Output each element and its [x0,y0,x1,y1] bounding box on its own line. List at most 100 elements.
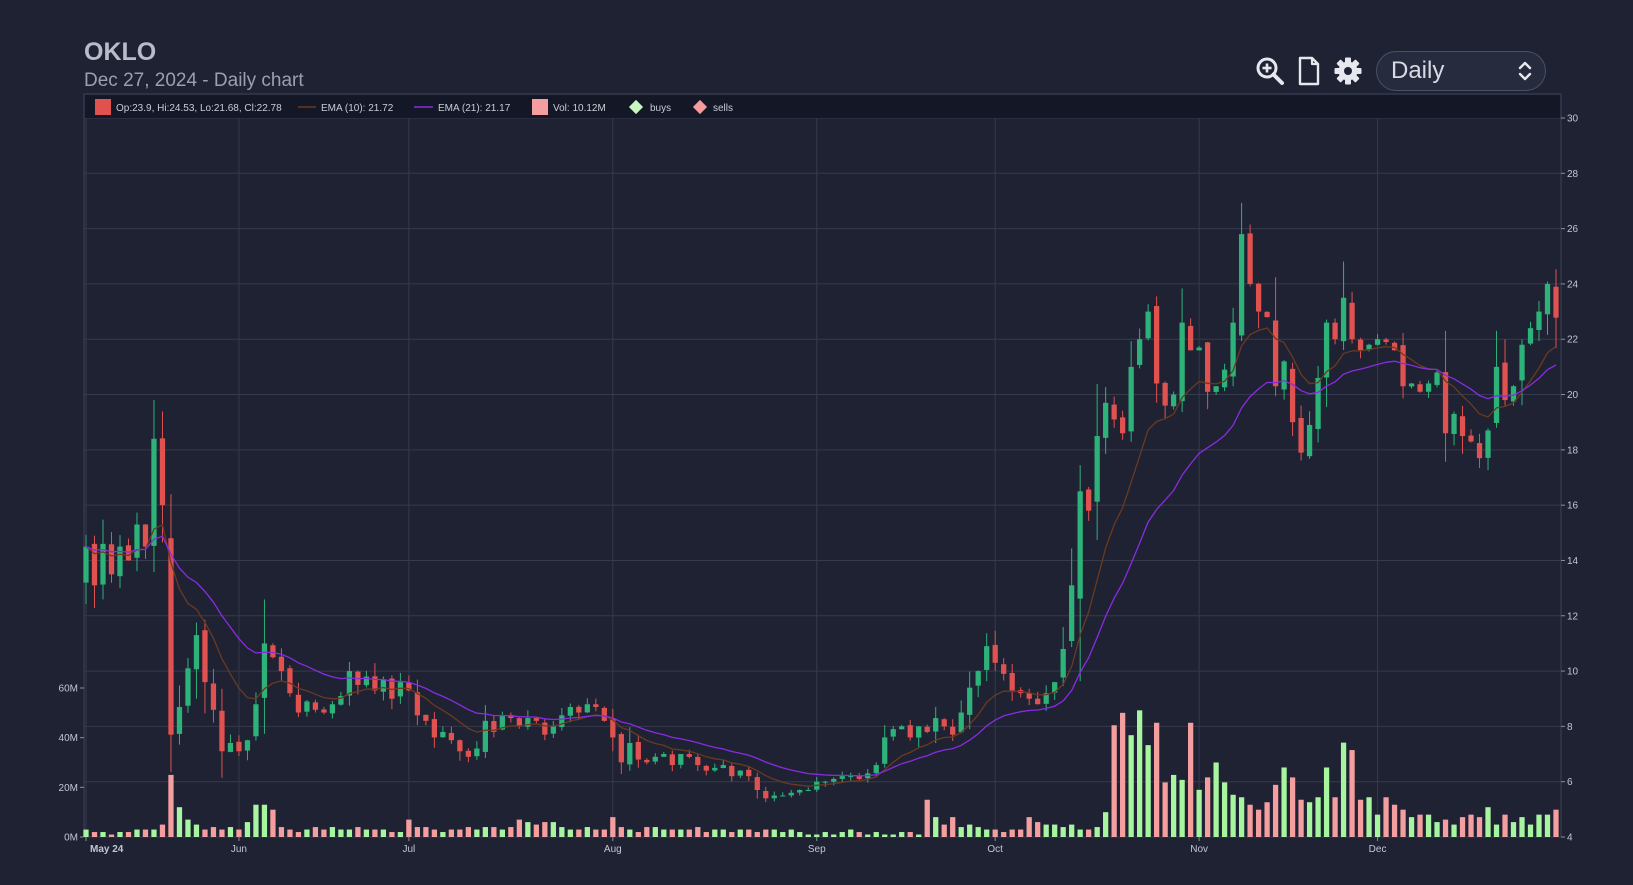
candle-body [933,718,939,732]
price-candles [83,202,1559,803]
volume-bar [924,799,930,837]
candle-body [1289,368,1296,423]
volume-bar [550,822,556,837]
volume-bar [1451,824,1457,837]
legend-volume-swatch [532,99,548,115]
volume-bar [754,832,760,837]
candle-body [1281,361,1287,390]
candle-body [610,718,616,738]
candle-body [1434,372,1440,385]
candle-body [1451,413,1457,435]
price-tick-label: 18 [1567,445,1579,456]
candle-body [1349,302,1355,340]
volume-bar [1349,750,1355,837]
volume-bar [202,829,208,837]
candle-body [244,740,251,751]
volume-bar [380,829,387,837]
volume-bar [737,829,743,837]
volume-bar [890,834,896,837]
candle-body [1137,339,1143,365]
candle-body [695,756,701,766]
candle-body [168,538,174,735]
volume-bar [559,827,565,837]
candle-body [270,645,276,658]
price-tick-label: 16 [1567,501,1579,512]
zoom-in-button[interactable] [1255,55,1285,87]
export-document-button[interactable] [1294,55,1324,87]
candle-body [950,726,956,735]
volume-bar [848,829,854,837]
candle-body [414,692,421,716]
candle-body [1459,416,1466,437]
candle-body [465,750,472,757]
price-tick-label: 4 [1567,833,1573,844]
volume-bar [287,829,293,837]
volume-bar [1026,817,1032,837]
settings-button[interactable] [1333,55,1363,87]
volume-bar [1306,802,1313,837]
candle-body [1442,372,1449,434]
candle-body [1043,693,1049,704]
volume-bar [329,827,336,837]
volume-bar [210,827,217,837]
price-tick-label: 30 [1567,114,1579,125]
volume-bar [1357,799,1364,837]
volume-bar [771,829,777,837]
interval-select[interactable]: Daily [1376,51,1546,91]
candle-body [108,544,115,575]
candle-body [805,789,811,791]
candle-body [1264,311,1270,318]
volume-bar [1009,829,1015,837]
price-tick-label: 26 [1567,224,1579,235]
volume-bar [465,827,472,837]
axis-labels: 4 6 8 10 12 14 16 18 20 22 24 26 28 30 0M 20M 40M 60M May … [59,114,1579,856]
document-icon [1298,56,1320,86]
candle-body [542,722,548,735]
volume-bar [1060,827,1066,837]
volume-bar [678,829,684,837]
volume-bar [746,829,752,837]
volume-bar [899,832,905,837]
candle-body [780,795,786,797]
candle-body [151,438,157,546]
ema10-line [85,327,1557,787]
volume-bar [397,832,404,837]
candle-body [372,676,378,691]
candle-body [304,701,310,712]
volume-bar [729,832,735,837]
candle-body [856,776,862,779]
legend-buys: buys [650,103,671,114]
candle-body [1128,366,1134,432]
candle-body [397,682,404,697]
volume-bar [601,829,607,837]
candle-body [797,789,803,793]
volume-bar [1247,804,1253,837]
volume-bar [1425,814,1432,837]
candle-body [457,740,463,752]
volume-bar [610,817,616,837]
candle-body [831,778,837,782]
candle-body [1001,664,1007,674]
candle-body [1221,369,1228,388]
candle-body [210,683,217,710]
volume-bar [355,827,361,837]
volume-bar [1281,767,1287,837]
volume-bar [321,829,327,837]
candle-body [1323,322,1330,378]
candle-body [882,737,888,764]
volume-bar [1170,774,1177,837]
volume-bar [1502,814,1508,837]
volume-bar [244,822,251,837]
candle-body [1204,342,1211,392]
candle-body [567,707,573,716]
volume-bar [805,834,811,837]
candle-body [1187,326,1194,351]
price-tick-label: 22 [1567,335,1579,346]
candle-body [1510,386,1517,402]
candle-body [703,765,709,771]
candle-body [661,754,667,757]
candle-body [236,741,242,752]
volume-bar [695,827,701,837]
candle-body [1026,693,1032,699]
